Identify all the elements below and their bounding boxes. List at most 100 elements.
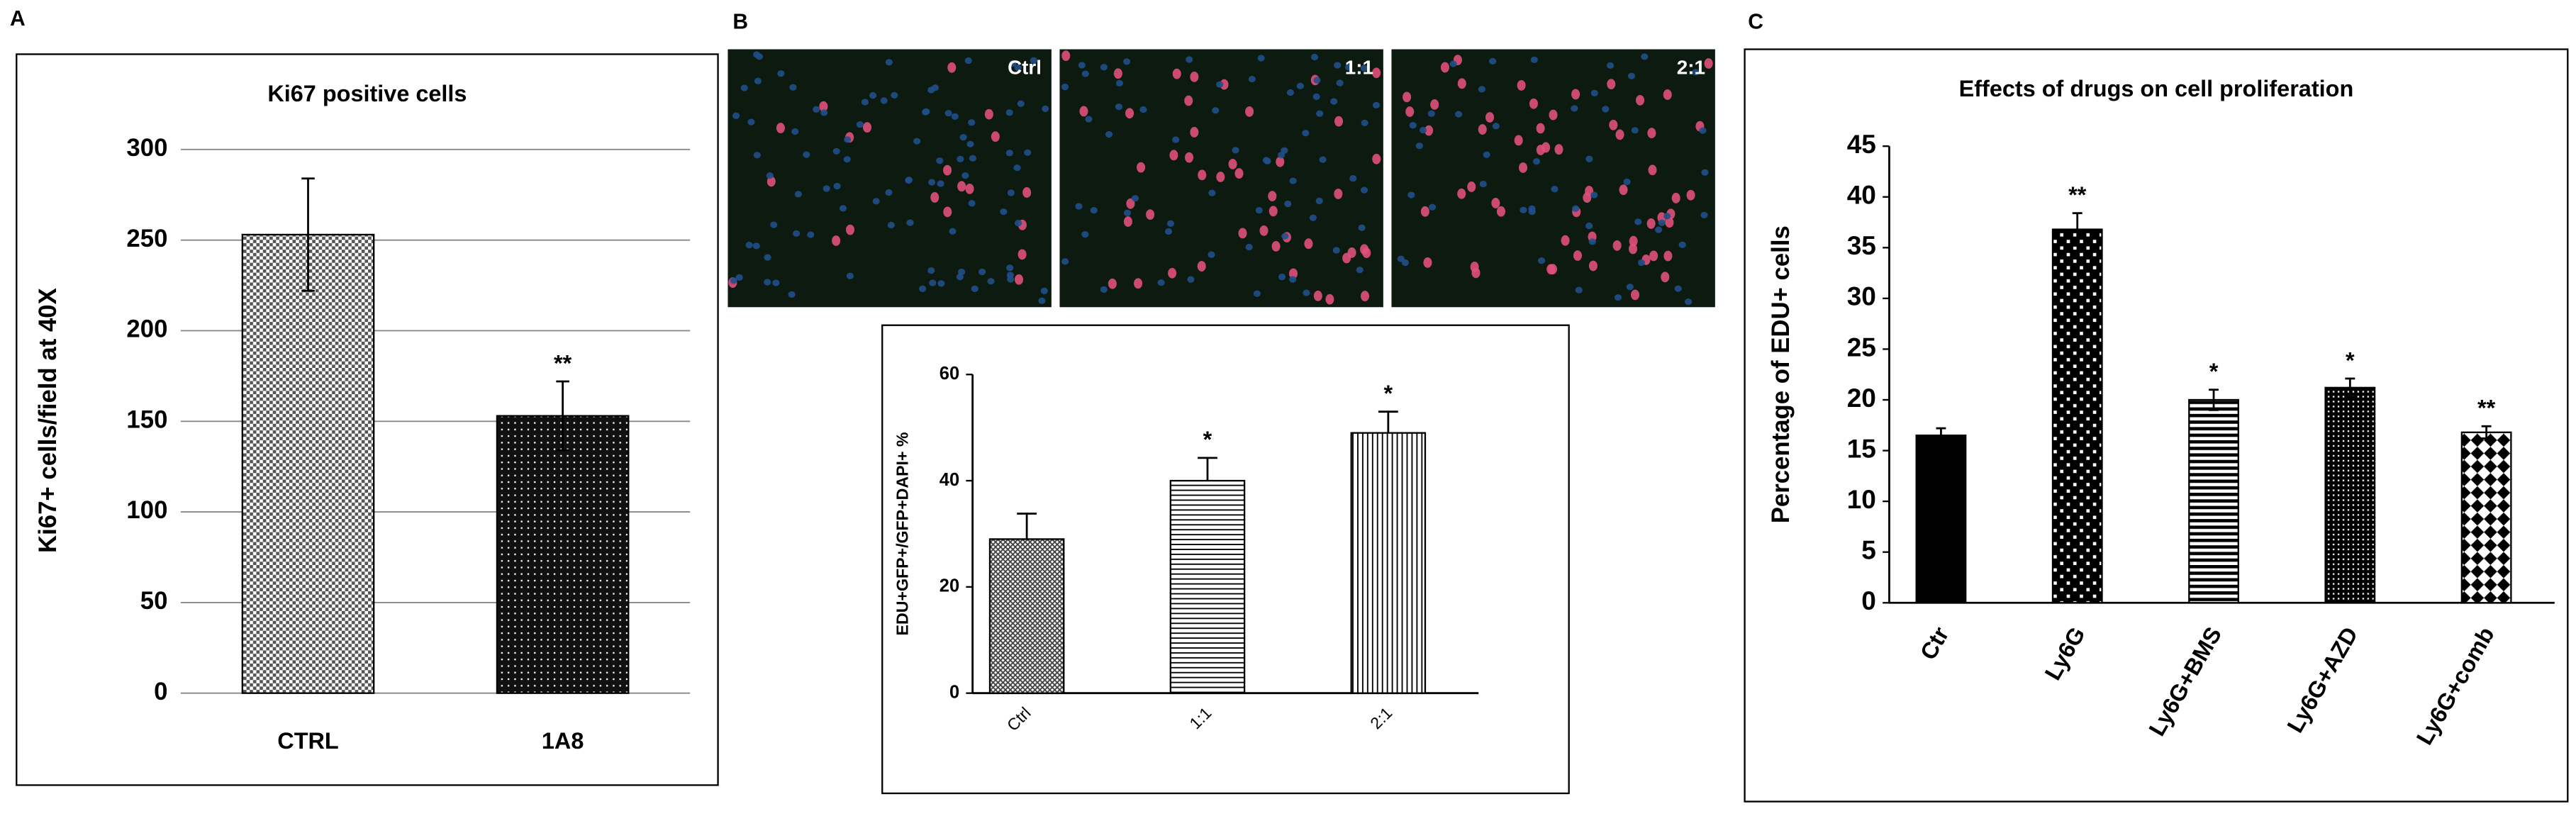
cell-nucleus xyxy=(1489,57,1497,65)
cell-nucleus xyxy=(766,172,774,179)
x-tick-label: Ctrl xyxy=(1003,703,1035,734)
cell-nucleus xyxy=(1626,284,1634,291)
cell-nucleus xyxy=(1554,144,1563,155)
cell-nucleus xyxy=(1000,208,1008,216)
cell-nucleus xyxy=(1108,278,1117,289)
cell-nucleus xyxy=(1685,298,1693,306)
cell-nucleus xyxy=(1520,206,1527,213)
cell-nucleus xyxy=(1296,82,1304,89)
cell-nucleus xyxy=(1014,274,1024,285)
cell-nucleus xyxy=(1100,286,1108,293)
cell-nucleus xyxy=(1190,127,1199,138)
cell-nucleus xyxy=(772,279,780,286)
y-tick-label: 10 xyxy=(1847,484,1876,514)
y-tick-label: 0 xyxy=(1861,586,1876,615)
cell-nucleus xyxy=(1123,216,1132,227)
cell-nucleus xyxy=(1405,106,1415,117)
cell-nucleus xyxy=(1623,178,1631,186)
cell-nucleus xyxy=(1014,65,1022,72)
cell-nucleus xyxy=(951,113,959,120)
significance-label: * xyxy=(1203,427,1212,452)
cell-nucleus xyxy=(846,272,854,279)
cell-nucleus xyxy=(788,291,796,298)
cell-nucleus xyxy=(1146,209,1155,220)
x-tick-label: Ctr xyxy=(1915,622,1954,664)
cell-nucleus xyxy=(1334,116,1344,127)
cell-nucleus xyxy=(1704,58,1713,69)
cell-nucleus xyxy=(1289,177,1297,184)
cell-nucleus xyxy=(1701,169,1709,176)
cell-nucleus xyxy=(1081,70,1089,77)
cell-nucleus xyxy=(1131,195,1139,202)
cell-nucleus xyxy=(1017,100,1025,107)
cell-nucleus xyxy=(1212,107,1220,114)
cell-nucleus xyxy=(1588,260,1598,272)
cell-nucleus xyxy=(740,84,748,91)
cell-nucleus xyxy=(1631,289,1640,301)
y-tick-label: 5 xyxy=(1861,535,1876,565)
cell-nucleus xyxy=(1518,162,1528,173)
x-tick-label: Ly6G+BMS xyxy=(2144,622,2227,740)
cell-nucleus xyxy=(1663,89,1672,100)
cell-nucleus xyxy=(1184,95,1193,106)
cell-nucleus xyxy=(803,151,810,158)
cell-nucleus xyxy=(984,108,993,120)
cell-nucleus xyxy=(1248,75,1256,83)
error-bar xyxy=(1378,410,1398,433)
cell-nucleus xyxy=(987,278,995,285)
error-bar xyxy=(1936,427,1946,444)
cell-nucleus xyxy=(1075,203,1083,210)
cell-nucleus xyxy=(1172,68,1181,79)
cell-nucleus xyxy=(1496,206,1505,217)
bar xyxy=(241,233,375,694)
cell-nucleus xyxy=(793,230,801,237)
cell-nucleus xyxy=(947,62,957,73)
cell-nucleus xyxy=(1332,247,1340,254)
cell-nucleus xyxy=(1187,276,1195,283)
bar xyxy=(2051,228,2103,604)
cell-nucleus xyxy=(1607,79,1616,90)
chart-title: Ki67 positive cells xyxy=(267,81,467,106)
cell-nucleus xyxy=(832,147,840,155)
significance-label: ** xyxy=(554,350,572,376)
panel-frame xyxy=(881,324,1570,795)
cell-nucleus xyxy=(1648,164,1657,176)
cell-nucleus xyxy=(1530,56,1538,63)
cell-nucleus xyxy=(936,157,944,164)
cell-nucleus xyxy=(1286,89,1294,96)
cell-nucleus xyxy=(1637,259,1646,267)
cell-nucleus xyxy=(1334,62,1342,69)
cell-nucleus xyxy=(1313,77,1321,84)
cell-nucleus xyxy=(1006,264,1014,272)
cell-nucleus xyxy=(1085,116,1093,123)
cell-nucleus xyxy=(1479,180,1487,188)
cell-nucleus xyxy=(1663,213,1671,220)
cell-nucleus xyxy=(943,206,952,218)
cell-nucleus xyxy=(1674,285,1682,292)
cell-nucleus xyxy=(1278,273,1286,281)
cell-nucleus xyxy=(1485,112,1495,123)
micrograph-label: 2:1 xyxy=(1677,57,1705,79)
cell-nucleus xyxy=(1172,136,1180,143)
cell-nucleus xyxy=(1415,142,1423,150)
cell-nucleus xyxy=(1259,225,1269,236)
cell-nucleus xyxy=(919,285,927,292)
cell-nucleus xyxy=(1700,211,1708,218)
cell-nucleus xyxy=(764,279,771,286)
cell-nucleus xyxy=(1303,289,1310,296)
panel-frame xyxy=(16,53,719,786)
cell-nucleus xyxy=(1483,151,1490,158)
cell-nucleus xyxy=(1216,172,1225,182)
error-bar xyxy=(556,380,569,452)
cell-nucleus xyxy=(1590,191,1598,199)
cell-nucleus xyxy=(1532,158,1541,165)
cell-nucleus xyxy=(1571,89,1580,100)
cell-nucleus xyxy=(735,274,743,281)
cell-nucleus xyxy=(1590,89,1598,96)
cell-nucleus xyxy=(791,128,799,135)
cell-nucleus xyxy=(1334,189,1343,199)
cell-nucleus xyxy=(1549,109,1558,121)
cell-nucleus xyxy=(1665,217,1674,228)
cell-nucleus xyxy=(1457,78,1466,89)
cell-nucleus xyxy=(966,140,974,147)
